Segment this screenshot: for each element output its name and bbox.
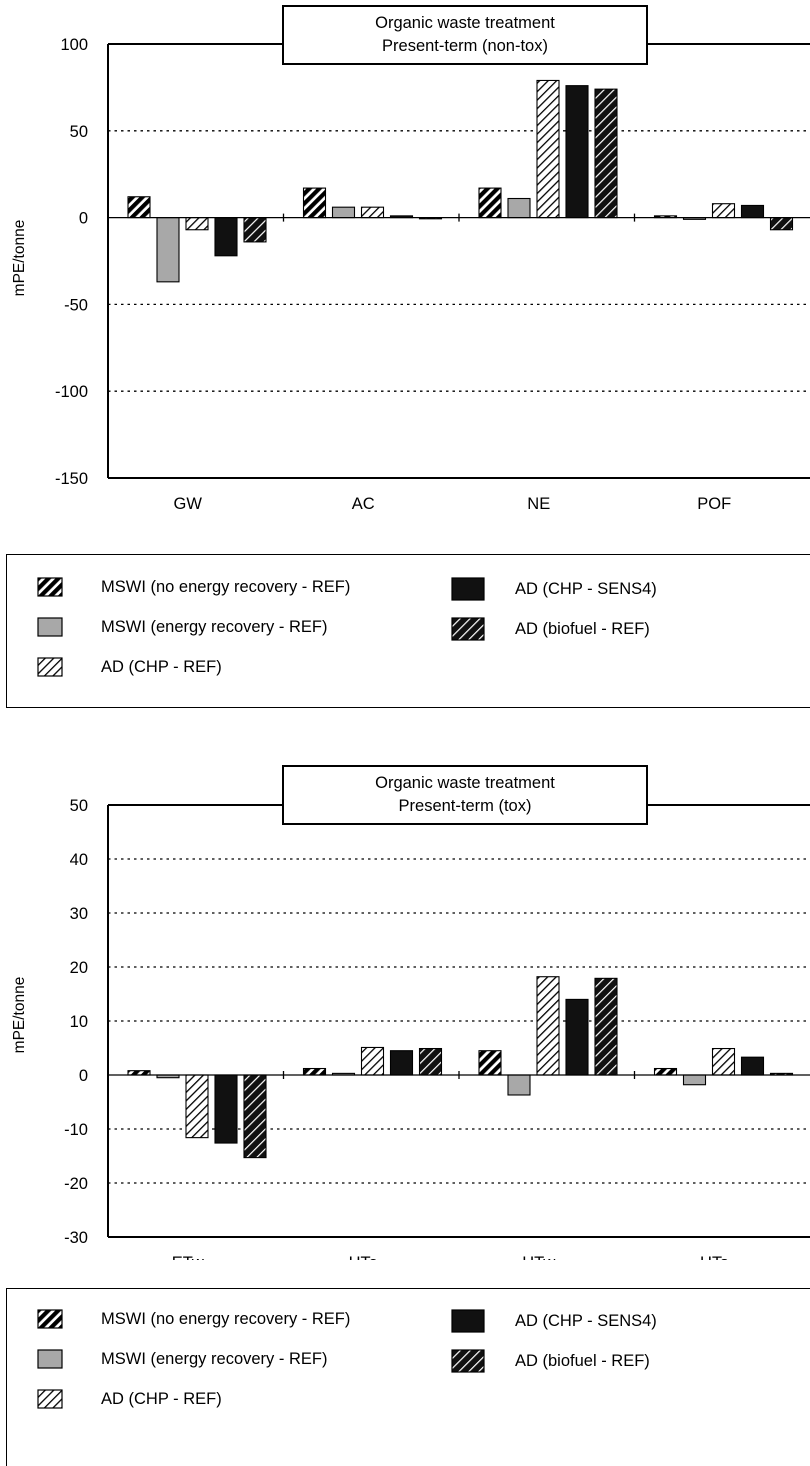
legend-label: MSWI (no energy recovery - REF) (101, 1309, 351, 1328)
solid-gray-swatch-icon (37, 1349, 63, 1369)
chart-subtitle: Present-term (tox) (399, 797, 532, 815)
bar-gw-mswi-energy-recovery-ref (156, 217, 180, 283)
y-tick-label: -10 (64, 1121, 88, 1139)
y-tick-label: -20 (64, 1175, 88, 1193)
x-tick-label-gw: GW (174, 495, 203, 513)
legend-item: AD (CHP - SENS4) (451, 577, 657, 601)
legend-item: AD (biofuel - REF) (451, 1349, 650, 1373)
solid-gray-swatch-icon (37, 617, 63, 637)
legend-label: AD (CHP - SENS4) (515, 579, 657, 598)
hatch-dense-swatch-icon (37, 1309, 63, 1329)
legend-label: AD (biofuel - REF) (515, 1351, 650, 1370)
bar-ac-ad-chp-ref (360, 206, 385, 219)
hatch-black-swatch-icon (451, 1349, 485, 1373)
solid-black-swatch-icon (451, 577, 485, 601)
bar-ac-mswi-energy-recovery-ref (331, 206, 356, 219)
legend-label: AD (CHP - REF) (101, 1389, 222, 1408)
bar-pof-ad-chp-sens4 (740, 204, 765, 219)
y-tick-label: 0 (79, 1067, 88, 1085)
y-tick-label: 100 (60, 36, 88, 54)
y-tick-label: 50 (70, 123, 88, 141)
hatch-black-swatch-icon (451, 617, 485, 641)
bar-htw-mswi-energy-recovery-ref (507, 1074, 531, 1096)
bar-gw-ad-chp-ref (185, 217, 209, 231)
chart-title: Organic waste treatment (375, 14, 555, 32)
bar-gw-ad-chp-sens4 (214, 217, 238, 257)
bar-hta-ad-biofuel-ref (418, 1047, 443, 1076)
y-tick-label: -100 (55, 383, 88, 401)
bar-hts-mswi-no-energy-recovery-ref (653, 1067, 678, 1076)
hatch-light-swatch-icon (37, 1389, 63, 1409)
bar-etw-ad-chp-ref (185, 1074, 209, 1139)
bar-ne-mswi-energy-recovery-ref (507, 197, 531, 219)
bar-gw-ad-biofuel-ref (243, 217, 267, 243)
x-tick-label-ne: NE (527, 495, 550, 513)
legend-label: AD (CHP - REF) (101, 657, 222, 676)
chart-title: Organic waste treatment (375, 774, 555, 792)
bar-ne-mswi-no-energy-recovery-ref (478, 187, 502, 219)
y-tick-label: 30 (70, 905, 88, 923)
bar-hta-mswi-no-energy-recovery-ref (302, 1067, 327, 1076)
y-tick-label: 0 (79, 210, 88, 228)
legend-label: MSWI (energy recovery - REF) (101, 1349, 328, 1368)
bar-hts-ad-chp-ref (711, 1047, 736, 1076)
bar-htw-ad-biofuel-ref (594, 977, 618, 1076)
bar-ne-ad-chp-sens4 (565, 85, 589, 219)
y-axis-label: mPE/tonne (11, 977, 28, 1054)
y-tick-label: 20 (70, 959, 88, 977)
bar-ne-ad-chp-ref (536, 79, 560, 219)
legend-item: AD (CHP - REF) (37, 1389, 222, 1409)
chart-title-box: Organic waste treatment Present-term (to… (282, 765, 648, 825)
x-tick-label-hta: HTa (349, 1254, 379, 1260)
y-tick-label: 10 (70, 1013, 88, 1031)
hatch-light-swatch-icon (37, 657, 63, 677)
bar-gw-mswi-no-energy-recovery-ref (127, 196, 151, 219)
legend-label: AD (biofuel - REF) (515, 619, 650, 638)
legend-label: MSWI (no energy recovery - REF) (101, 577, 351, 596)
legend-item: AD (CHP - SENS4) (451, 1309, 657, 1333)
chart-subtitle: Present-term (non-tox) (382, 37, 548, 55)
bar-htw-mswi-no-energy-recovery-ref (478, 1050, 502, 1076)
bar-etw-ad-chp-sens4 (214, 1074, 238, 1144)
legend-item: MSWI (no energy recovery - REF) (37, 577, 350, 597)
legend-item: MSWI (energy recovery - REF) (37, 1349, 327, 1369)
y-tick-label: 40 (70, 851, 88, 869)
legend-item: MSWI (no energy recovery - REF) (37, 1309, 350, 1329)
y-tick-label: 50 (70, 797, 88, 815)
x-tick-label-hts: HTs (700, 1254, 728, 1260)
y-tick-label: -50 (64, 296, 88, 314)
x-tick-label-pof: POF (697, 495, 731, 513)
bar-ac-mswi-no-energy-recovery-ref (302, 187, 327, 219)
bar-htw-ad-chp-ref (536, 976, 560, 1076)
bar-hts-mswi-energy-recovery-ref (682, 1074, 707, 1086)
legend-label: MSWI (energy recovery - REF) (101, 617, 328, 636)
legend-item: MSWI (energy recovery - REF) (37, 617, 327, 637)
bar-htw-ad-chp-sens4 (565, 998, 589, 1076)
bar-chart-tox: 50 40 30 20 10 0 -10 -20 -30 ETw HTa HTw HTs Organic… (11, 765, 810, 1260)
y-tick-label: -150 (55, 470, 88, 488)
y-axis-label: mPE/tonne (11, 220, 28, 297)
legend-item: AD (CHP - REF) (37, 657, 222, 677)
bar-hts-ad-chp-sens4 (740, 1056, 765, 1076)
legend-label: AD (CHP - SENS4) (515, 1311, 657, 1330)
x-tick-label-etw: ETw (172, 1254, 204, 1260)
solid-black-swatch-icon (451, 1309, 485, 1333)
hatch-dense-swatch-icon (37, 577, 63, 597)
bar-pof-ad-chp-ref (711, 203, 736, 219)
bar-hta-ad-chp-ref (360, 1046, 385, 1076)
x-tick-label-htw: HTw (522, 1254, 555, 1260)
chart-title-box: Organic waste treatment Present-term (no… (282, 5, 648, 65)
bar-hta-ad-chp-sens4 (389, 1050, 414, 1076)
legend-non-tox: MSWI (no energy recovery - REF) MSWI (en… (6, 554, 810, 708)
bar-ne-ad-biofuel-ref (594, 88, 618, 219)
bar-etw-ad-biofuel-ref (243, 1074, 267, 1159)
legend-tox: MSWI (no energy recovery - REF) MSWI (en… (6, 1288, 810, 1466)
x-tick-label-ac: AC (352, 495, 375, 513)
bar-pof-ad-biofuel-ref (769, 217, 794, 231)
bar-chart-non-tox: 100 50 0 -50 -100 -150 GW AC NE POF Organic waste… (11, 5, 810, 513)
legend-item: AD (biofuel - REF) (451, 617, 650, 641)
y-tick-label: -30 (64, 1229, 88, 1247)
